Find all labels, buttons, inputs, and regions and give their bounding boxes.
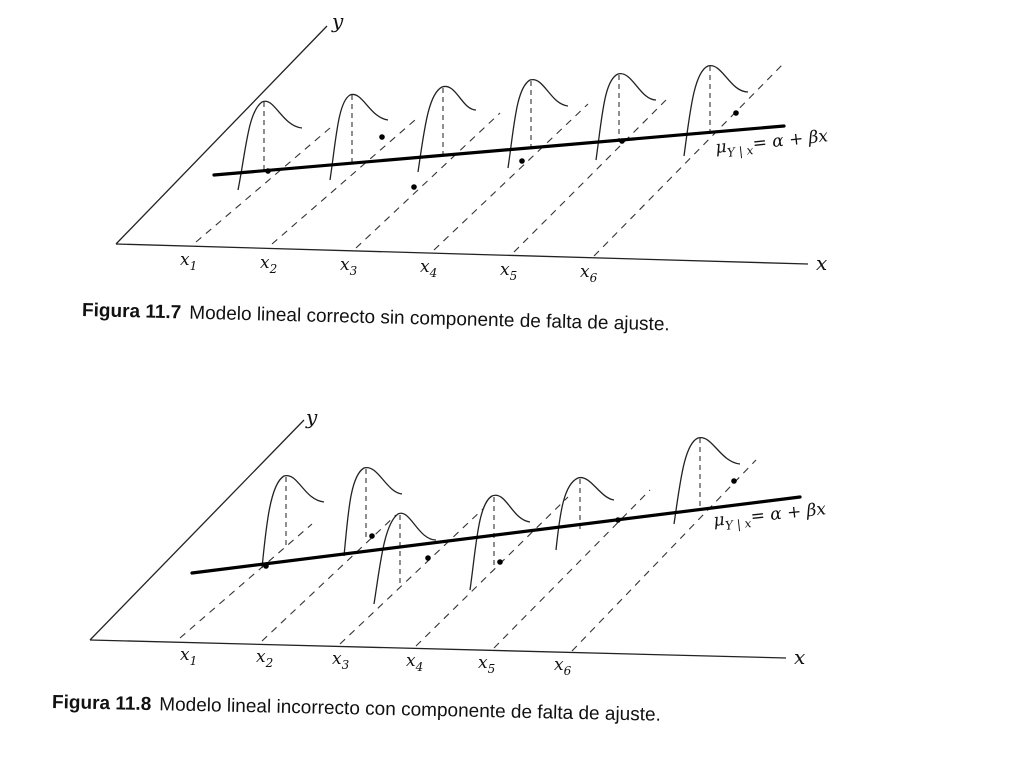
fig1-dash-line-6 (593, 63, 784, 257)
fig1-point-3 (411, 184, 417, 190)
fig2-curve-4 (469, 494, 531, 591)
fig2-point-2 (369, 533, 375, 539)
fig1-curve-1 (237, 100, 303, 191)
fig2-normal-curves (261, 437, 741, 605)
fig1-tick-x4: x4 (420, 257, 437, 280)
fig2-tick-x2: x2 (256, 647, 273, 670)
figure-11-8-diagram: y x (89, 405, 827, 678)
fig1-tick-x6: x6 (580, 262, 598, 285)
fig1-point-2 (379, 134, 385, 140)
fig2-dashed-lines (179, 459, 757, 652)
fig2-regression-line (190, 495, 802, 575)
fig1-tick-x1: x1 (180, 250, 197, 273)
fig1-dashed-lines (195, 63, 784, 257)
fig1-curve-3 (417, 85, 477, 173)
fig2-dash-line-5 (493, 489, 651, 649)
fig1-curve-2 (329, 93, 389, 181)
fig2-point-6 (731, 478, 737, 484)
fig2-y-axis (89, 419, 305, 641)
fig2-tick-x6: x6 (554, 655, 572, 678)
fig1-tick-x3: x3 (340, 255, 358, 278)
fig1-x-axis (115, 243, 809, 265)
fig1-point-5 (619, 138, 625, 144)
fig1-y-axis-label: y (331, 9, 344, 33)
fig1-curve-5 (595, 73, 657, 161)
fig2-curve-1 (261, 475, 325, 569)
fig1-y-axis (115, 25, 328, 245)
figure-11-7-diagram: y x (115, 9, 829, 285)
fig2-tick-labels: x1 x2 x3 x4 x5 x6 (180, 645, 572, 678)
fig2-point-4 (497, 559, 503, 565)
fig2-observation-points (263, 478, 737, 569)
fig1-regression-line (212, 124, 786, 177)
fig2-point-3 (425, 555, 431, 561)
fig1-dash-line-2 (271, 119, 416, 245)
fig1-observation-points (265, 110, 739, 190)
fig1-tick-labels: x1 x2 x3 x4 x5 x6 (180, 250, 598, 285)
fig1-tick-x2: x2 (260, 253, 277, 276)
fig2-dash-line-2 (261, 514, 397, 642)
fig1-curve-6 (683, 65, 749, 157)
fig1-point-4 (519, 158, 525, 164)
fig2-curve-2 (343, 467, 403, 557)
fig2-x-axis (89, 639, 787, 659)
fig1-tick-x5: x5 (500, 260, 517, 283)
figure-11-7-number: Figura 11.7 (81, 300, 182, 324)
fig2-curve-5 (555, 477, 615, 551)
fig2-curve-3 (373, 512, 437, 605)
fig2-dash-line-1 (179, 523, 313, 639)
fig2-x-axis-label: x (794, 645, 805, 669)
fig2-point-5 (615, 517, 621, 523)
fig2-dash-line-6 (571, 459, 757, 652)
fig2-tick-x5: x5 (478, 653, 495, 676)
fig1-dash-line-1 (195, 127, 331, 243)
fig1-curve-4 (507, 79, 569, 169)
fig2-tick-x3: x3 (332, 649, 350, 672)
fig2-tick-x4: x4 (406, 651, 423, 674)
fig1-point-1 (265, 168, 271, 174)
fig1-dash-line-3 (355, 112, 501, 249)
fig2-dash-line-4 (415, 496, 569, 647)
fig1-dash-line-4 (433, 103, 589, 251)
fig1-x-axis-label: x (816, 251, 827, 275)
fig2-curve-6 (673, 437, 741, 525)
fig2-tick-x1: x1 (180, 645, 197, 668)
fig2-y-axis-label: y (305, 405, 318, 429)
fig1-point-6 (733, 110, 739, 116)
fig1-normal-curves (237, 65, 749, 191)
fig2-point-1 (263, 563, 269, 569)
figure-11-8-number: Figura 11.8 (51, 692, 152, 716)
fig2-dash-line-3 (339, 507, 485, 645)
fig1-dash-line-5 (513, 95, 671, 253)
